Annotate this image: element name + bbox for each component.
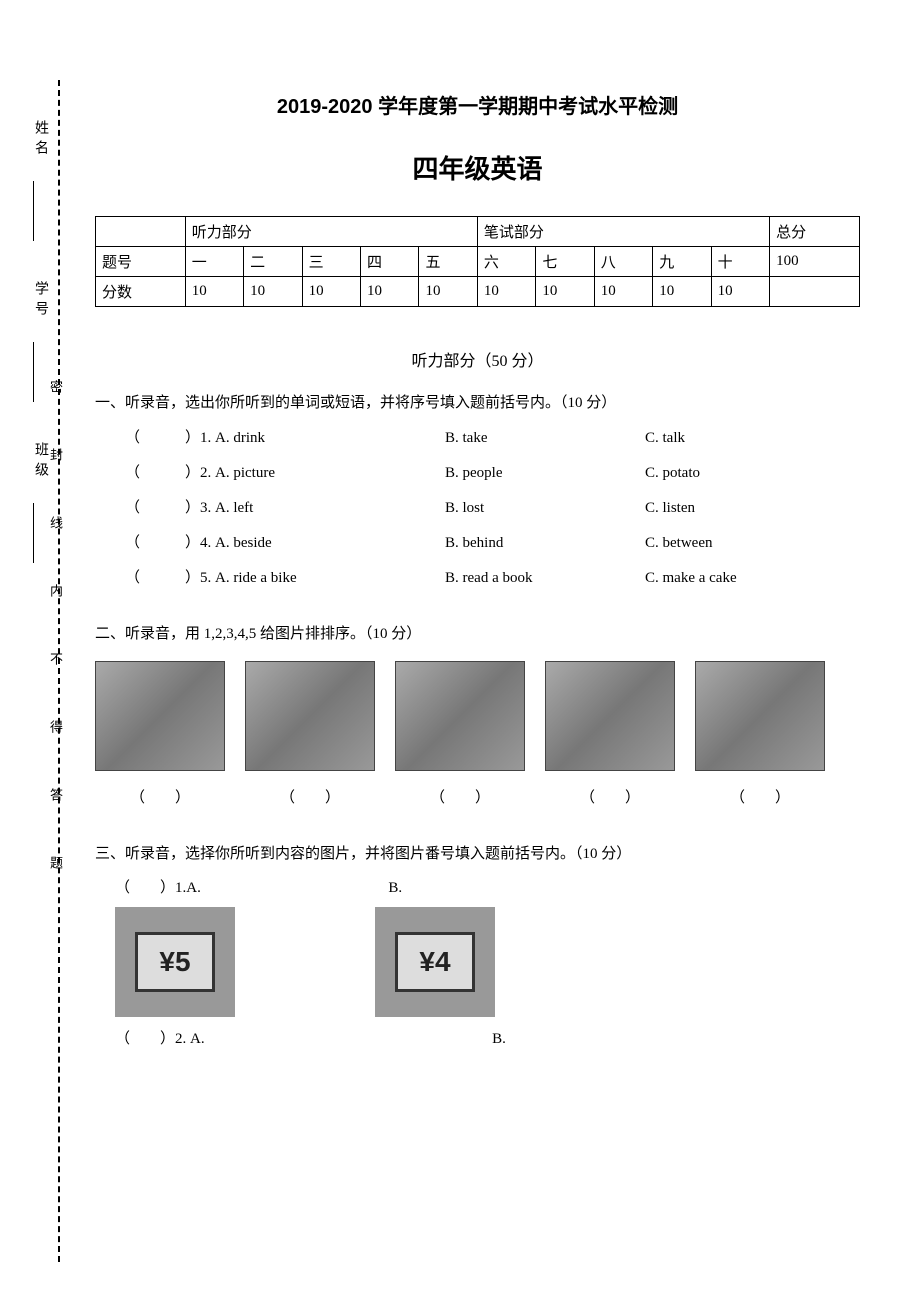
option-a: A. picture	[215, 460, 445, 487]
option-a: A. ride a bike	[215, 565, 445, 592]
option-b: B. read a book	[445, 565, 645, 592]
empty-cell	[96, 217, 186, 247]
q1-list: （ ）1.A. drinkB. takeC. talk （ ）2.A. pictu…	[95, 425, 860, 592]
q3-image-price4: ¥4	[375, 907, 495, 1017]
score-cell: 10	[419, 277, 477, 307]
q3-item-2: （ ）2. A. B.	[115, 1027, 860, 1048]
total-empty	[770, 277, 860, 307]
option-c: C. potato	[645, 460, 825, 487]
answer-paren: （ ）4.	[125, 530, 215, 557]
col-cell: 六	[477, 247, 535, 277]
q2-instruction: 二、听录音，用 1,2,3,4,5 给图片排排序。（10 分）	[95, 622, 860, 646]
total-cell: 100	[770, 247, 860, 277]
q3-1-images: ¥5 ¥4	[115, 907, 860, 1017]
name-field-label: 姓名	[30, 120, 50, 241]
row-label: 题号	[96, 247, 186, 277]
q1-row: （ ）5.A. ride a bikeB. read a bookC. make…	[125, 565, 860, 592]
col-cell: 九	[653, 247, 711, 277]
listening-header: 听力部分	[185, 217, 477, 247]
option-c: C. listen	[645, 495, 825, 522]
q2-answer-row: （ ） （ ） （ ） （ ） （ ）	[95, 786, 860, 807]
score-cell: 10	[185, 277, 243, 307]
option-c: C. talk	[645, 425, 825, 452]
written-header: 笔试部分	[477, 217, 769, 247]
answer-paren: （ ）5.	[125, 565, 215, 592]
option-c: C. make a cake	[645, 565, 825, 592]
q2-image-5	[695, 661, 825, 771]
q1-row: （ ）2.A. pictureB. peopleC. potato	[125, 460, 860, 487]
col-cell: 七	[536, 247, 594, 277]
q3-2-b: B.	[492, 1031, 506, 1047]
label-text: 学号	[33, 281, 48, 321]
q3-item-1: （ ）1.A. B.	[115, 876, 860, 897]
table-row: 分数 10 10 10 10 10 10 10 10 10 10	[96, 277, 860, 307]
table-header-row: 听力部分 笔试部分 总分	[96, 217, 860, 247]
price-sign-label: ¥4	[395, 932, 475, 992]
score-cell: 10	[477, 277, 535, 307]
q2-image-3	[395, 661, 525, 771]
answer-paren: （ ）3.	[125, 495, 215, 522]
score-cell: 10	[594, 277, 652, 307]
option-a: A. drink	[215, 425, 445, 452]
answer-blank: （ ）	[395, 786, 525, 807]
option-c: C. between	[645, 530, 825, 557]
col-cell: 四	[361, 247, 419, 277]
subject-title: 四年级英语	[95, 149, 860, 186]
col-cell: 五	[419, 247, 477, 277]
answer-blank: （ ）	[95, 786, 225, 807]
option-b: B. behind	[445, 530, 645, 557]
q2-image-2	[245, 661, 375, 771]
q3-instruction: 三、听录音，选择你所听到内容的图片，并将图片番号填入题前括号内。（10 分）	[95, 842, 860, 866]
score-cell: 10	[536, 277, 594, 307]
score-cell: 10	[302, 277, 360, 307]
answer-blank: （ ）	[695, 786, 825, 807]
score-cell: 10	[653, 277, 711, 307]
q1-row: （ ）4.A. besideB. behindC. between	[125, 530, 860, 557]
col-cell: 八	[594, 247, 652, 277]
blank-line	[33, 503, 47, 563]
answer-blank: （ ）	[245, 786, 375, 807]
page-content: 2019-2020 学年度第一学期期中考试水平检测 四年级英语 听力部分 笔试部…	[95, 90, 860, 1058]
col-cell: 十	[711, 247, 769, 277]
score-cell: 10	[711, 277, 769, 307]
seal-line-text: 密 封 线 内 不 得 答 题	[46, 380, 65, 889]
q1-row: （ ）1.A. drinkB. takeC. talk	[125, 425, 860, 452]
col-cell: 二	[244, 247, 302, 277]
exam-title: 2019-2020 学年度第一学期期中考试水平检测	[95, 90, 860, 119]
q3-1-b: B.	[388, 880, 402, 896]
table-row: 题号 一 二 三 四 五 六 七 八 九 十 100	[96, 247, 860, 277]
option-a: A. left	[215, 495, 445, 522]
q1-row: （ ）3.A. leftB. lostC. listen	[125, 495, 860, 522]
col-cell: 一	[185, 247, 243, 277]
answer-paren: （ ）1.	[125, 425, 215, 452]
score-cell: 10	[244, 277, 302, 307]
row-label: 分数	[96, 277, 186, 307]
answer-paren: （ ）2.	[125, 460, 215, 487]
col-cell: 三	[302, 247, 360, 277]
option-b: B. take	[445, 425, 645, 452]
answer-blank: （ ）	[545, 786, 675, 807]
q3-image-price5: ¥5	[115, 907, 235, 1017]
blank-line	[33, 181, 47, 241]
blank-line	[33, 342, 47, 402]
q3-2-prefix: （ ）2. A.	[115, 1031, 205, 1047]
label-text: 姓名	[33, 120, 48, 160]
score-cell: 10	[361, 277, 419, 307]
option-b: B. people	[445, 460, 645, 487]
q2-image-row	[95, 661, 860, 771]
q2-image-1	[95, 661, 225, 771]
q1-instruction: 一、听录音，选出你所听到的单词或短语，并将序号填入题前括号内。（10 分）	[95, 391, 860, 415]
q3-1-prefix: （ ）1.A.	[115, 880, 201, 896]
listening-section-title: 听力部分（50 分）	[95, 347, 860, 371]
option-a: A. beside	[215, 530, 445, 557]
option-b: B. lost	[445, 495, 645, 522]
total-header: 总分	[770, 217, 860, 247]
price-sign-label: ¥5	[135, 932, 215, 992]
q2-image-4	[545, 661, 675, 771]
score-table: 听力部分 笔试部分 总分 题号 一 二 三 四 五 六 七 八 九 十 100 …	[95, 216, 860, 307]
